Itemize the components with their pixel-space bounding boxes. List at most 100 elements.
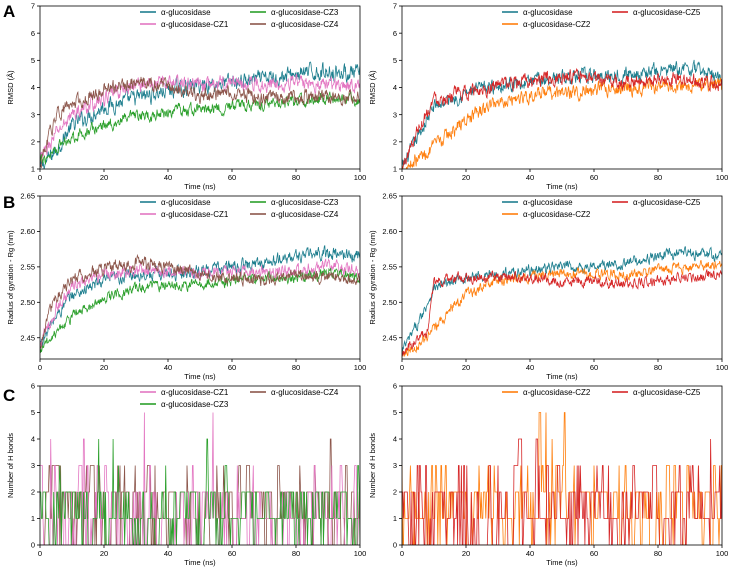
y-tick-label: 1: [31, 514, 35, 523]
y-tick-label: 5: [393, 408, 397, 417]
series-group: [402, 59, 722, 169]
y-axis-label: Number of H bonds: [368, 433, 377, 498]
y-axis-label: Radius of gyration - Rg (nm): [6, 230, 15, 325]
y-tick-label: 6: [31, 382, 35, 391]
x-axis-label: Time (ns): [184, 558, 216, 567]
chart-b-left: 0 20 40 60 80 100 2.45 2.50 2.55 2.60 2.65 Time (ns…: [6, 192, 366, 381]
series-line: [40, 253, 360, 349]
legend-entry: α-glucosidase-CZ5: [633, 8, 701, 17]
y-tick-label: 2: [31, 137, 35, 146]
y-axis-label: RMSD (Å): [6, 70, 15, 105]
legend-entry: α-glucosidase-CZ2: [523, 210, 591, 219]
legend-entry: α-glucosidase-CZ3: [271, 8, 339, 17]
chart-c-right: 0 20 40 60 80 100 0 1 2 3 4 5 6 Time (ns) Number of H …: [368, 382, 728, 567]
legend-entry: α-glucosidase-CZ3: [271, 198, 339, 207]
panel-letter-b: B: [3, 193, 15, 212]
x-tick-label: 80: [292, 173, 300, 182]
x-tick-label: 0: [38, 173, 42, 182]
chart-b-right: 0 20 40 60 80 100 2.45 2.50 2.55 2.60 2.65 Time (ns…: [368, 192, 728, 381]
y-tick-label: 4: [393, 83, 397, 92]
y-axis-label: Radius of gyration - Rg (nm): [368, 230, 377, 325]
y-tick-label: 3: [393, 110, 397, 119]
legend-entry: α-glucosidase: [523, 198, 573, 207]
legend-entry: α-glucosidase-CZ3: [161, 400, 229, 409]
legend-entry: α-glucosidase-CZ2: [523, 20, 591, 29]
x-tick-label: 100: [354, 363, 367, 372]
legend-entry: α-glucosidase: [161, 8, 211, 17]
y-tick-label: 7: [393, 2, 397, 11]
y-tick-label: 7: [31, 2, 35, 11]
y-tick-label: 6: [393, 29, 397, 38]
x-tick-label: 60: [590, 173, 598, 182]
x-tick-label: 20: [462, 363, 470, 372]
x-tick-label: 20: [462, 549, 470, 558]
legend-entry: α-glucosidase: [523, 8, 573, 17]
x-tick-label: 100: [716, 363, 729, 372]
y-tick-label: 4: [393, 435, 397, 444]
x-axis-label: Time (ns): [184, 182, 216, 191]
series-line: [402, 269, 722, 357]
x-tick-label: 80: [654, 363, 662, 372]
series-line: [402, 59, 722, 168]
panel-letter-a: A: [3, 2, 15, 21]
y-tick-label: 4: [31, 83, 35, 92]
x-axis-label: Time (ns): [184, 372, 216, 381]
series-group: [40, 412, 360, 545]
x-axis-label: Time (ns): [546, 558, 578, 567]
x-tick-label: 0: [400, 549, 404, 558]
axes-frame: [401, 5, 723, 170]
legend-entry: α-glucosidase-CZ1: [161, 210, 229, 219]
y-axis-label: RMSD (Å): [368, 70, 377, 105]
legend-entry: α-glucosidase-CZ4: [271, 210, 339, 219]
legend-entry: α-glucosidase-CZ4: [271, 388, 339, 397]
chart-a-right: 0 20 40 60 80 100 1 2 3 4 5 6 7 Time (ns) RMSD (Å) α-gl…: [368, 2, 728, 191]
series-line: [40, 91, 360, 165]
y-tick-label: 2: [31, 488, 35, 497]
series-line: [40, 245, 360, 347]
y-tick-label: 4: [31, 435, 35, 444]
y-tick-label: 3: [393, 461, 397, 470]
series-line: [402, 412, 722, 545]
y-tick-label: 2.50: [20, 298, 35, 307]
y-tick-label: 2.65: [20, 192, 35, 201]
x-tick-label: 80: [292, 549, 300, 558]
series-line: [402, 246, 722, 353]
y-tick-label: 2: [393, 488, 397, 497]
y-tick-label: 0: [393, 541, 397, 550]
y-tick-label: 1: [393, 165, 397, 174]
x-axis-label: Time (ns): [546, 182, 578, 191]
series-line: [40, 61, 360, 169]
chart-c-left: 0 20 40 60 80 100 0 1 2 3 4 5 6 Time (ns) Number of H …: [6, 382, 366, 567]
x-tick-label: 80: [292, 363, 300, 372]
x-tick-label: 20: [462, 173, 470, 182]
x-tick-label: 40: [526, 363, 534, 372]
y-tick-label: 6: [393, 382, 397, 391]
y-tick-label: 2.50: [382, 298, 397, 307]
x-tick-label: 60: [228, 549, 236, 558]
series-group: [40, 61, 360, 169]
x-tick-label: 0: [400, 173, 404, 182]
legend-entry: α-glucosidase-CZ1: [161, 20, 229, 29]
y-tick-label: 6: [31, 29, 35, 38]
series-group: [40, 245, 360, 353]
x-tick-label: 0: [38, 363, 42, 372]
legend: α-glucosidase α-glucosidase-CZ3 α-glucosid…: [140, 8, 339, 29]
panel-letter-c: C: [3, 386, 15, 405]
y-tick-label: 5: [31, 56, 35, 65]
x-tick-label: 20: [100, 549, 108, 558]
axes-frame: [39, 195, 361, 360]
legend-entry: α-glucosidase: [161, 198, 211, 207]
y-tick-label: 0: [31, 541, 35, 550]
x-tick-label: 80: [654, 549, 662, 558]
legend-entry: α-glucosidase-CZ1: [161, 388, 229, 397]
series-line: [402, 259, 722, 358]
x-tick-label: 40: [526, 549, 534, 558]
legend: α-glucosidase-CZ2 α-glucosidase-CZ5: [502, 388, 701, 397]
y-tick-label: 2.60: [382, 227, 397, 236]
y-tick-label: 5: [31, 408, 35, 417]
x-tick-label: 60: [590, 363, 598, 372]
series-line: [40, 258, 360, 347]
x-tick-label: 20: [100, 173, 108, 182]
x-tick-label: 60: [228, 173, 236, 182]
